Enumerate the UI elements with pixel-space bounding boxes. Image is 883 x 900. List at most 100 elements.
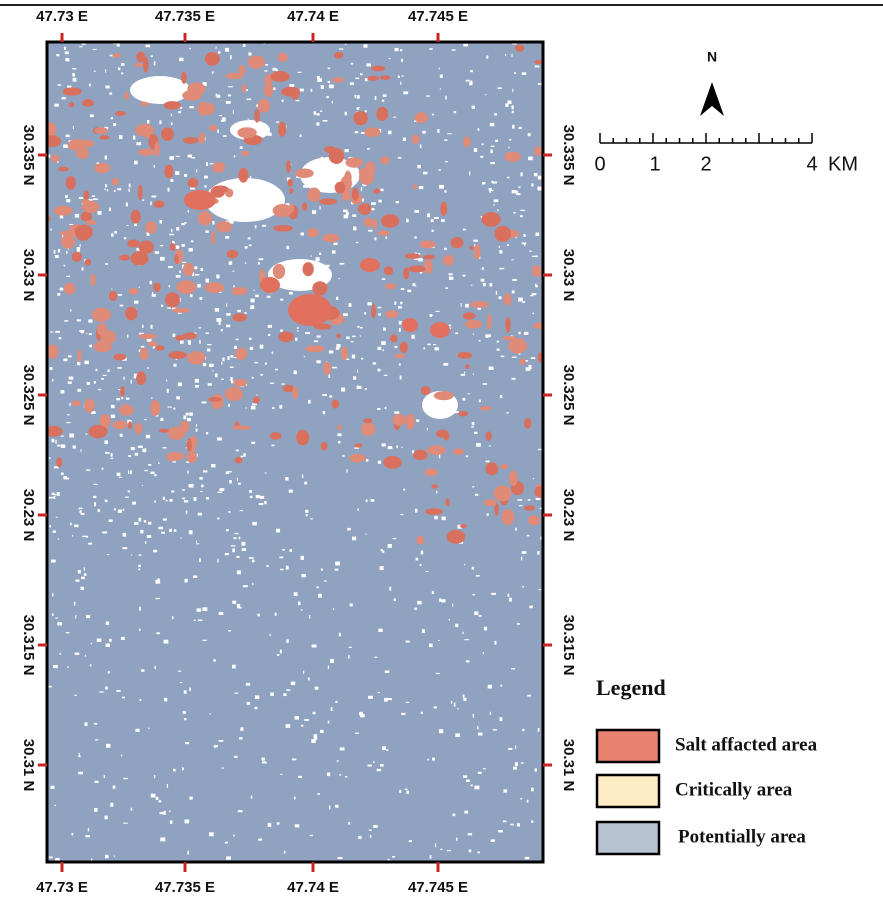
speckle bbox=[189, 796, 193, 800]
speckle bbox=[498, 245, 500, 248]
speckle bbox=[78, 46, 83, 48]
speckle bbox=[60, 390, 65, 394]
speckle bbox=[399, 789, 402, 793]
speckle bbox=[226, 324, 231, 328]
speckle bbox=[316, 335, 321, 338]
speckle bbox=[398, 320, 402, 325]
salt-patch bbox=[531, 264, 542, 278]
speckle bbox=[218, 612, 224, 615]
speckle bbox=[285, 724, 291, 728]
speckle bbox=[299, 134, 302, 137]
salt-patch bbox=[458, 410, 469, 417]
speckle bbox=[422, 171, 428, 175]
bottom-label: 47.735 E bbox=[155, 879, 215, 896]
speckle bbox=[451, 49, 456, 51]
speckle bbox=[514, 762, 518, 767]
speckle bbox=[144, 469, 148, 472]
speckle bbox=[379, 566, 384, 570]
speckle bbox=[438, 598, 442, 602]
speckle bbox=[315, 257, 320, 262]
speckle bbox=[352, 335, 356, 338]
speckle bbox=[486, 513, 489, 516]
speckle bbox=[518, 297, 524, 302]
salt-patch bbox=[462, 312, 476, 320]
speckle bbox=[232, 270, 235, 272]
speckle bbox=[521, 72, 527, 75]
speckle bbox=[229, 480, 232, 484]
speckle bbox=[411, 334, 415, 339]
salt-patch bbox=[187, 351, 206, 365]
speckle bbox=[495, 139, 499, 142]
speckle bbox=[522, 728, 525, 732]
salt-patch bbox=[515, 44, 525, 52]
salt-patch bbox=[226, 249, 239, 259]
speckle bbox=[182, 767, 185, 770]
speckle bbox=[169, 233, 175, 236]
speckle bbox=[122, 547, 128, 550]
speckle bbox=[274, 368, 278, 371]
speckle bbox=[74, 652, 80, 655]
speckle bbox=[66, 198, 71, 203]
speckle bbox=[414, 508, 418, 513]
speckle bbox=[182, 711, 186, 714]
speckle bbox=[130, 446, 135, 451]
speckle bbox=[53, 493, 57, 496]
speckle bbox=[271, 351, 274, 354]
speckle bbox=[523, 234, 526, 237]
speckle bbox=[70, 309, 72, 312]
speckle bbox=[245, 407, 247, 409]
speckle bbox=[346, 336, 350, 340]
speckle bbox=[478, 399, 481, 403]
speckle bbox=[79, 330, 82, 332]
speckle bbox=[472, 373, 474, 375]
speckle bbox=[327, 665, 330, 670]
speckle bbox=[145, 434, 151, 439]
speckle bbox=[486, 55, 489, 59]
speckle bbox=[387, 858, 390, 861]
speckle bbox=[60, 444, 66, 448]
speckle bbox=[128, 188, 130, 193]
speckle bbox=[250, 298, 255, 303]
salt-patch bbox=[336, 333, 341, 339]
speckle bbox=[316, 113, 320, 116]
speckle bbox=[374, 96, 377, 100]
speckle bbox=[249, 490, 252, 493]
salt-patch bbox=[301, 202, 308, 211]
salt-patch bbox=[136, 371, 147, 386]
salt-patch bbox=[130, 251, 149, 266]
speckle bbox=[55, 330, 60, 333]
speckle bbox=[405, 640, 410, 643]
speckle bbox=[172, 616, 174, 620]
speckle bbox=[95, 368, 98, 372]
speckle bbox=[380, 549, 383, 552]
speckle bbox=[267, 132, 272, 136]
speckle bbox=[132, 135, 136, 140]
speckle bbox=[220, 328, 223, 332]
speckle bbox=[153, 549, 158, 553]
right-label: 30.315 N bbox=[560, 615, 577, 676]
speckle bbox=[215, 46, 217, 49]
speckle bbox=[537, 175, 542, 180]
speckle bbox=[529, 605, 533, 609]
speckle bbox=[69, 433, 75, 438]
speckle bbox=[470, 284, 473, 286]
salt-patch bbox=[112, 53, 122, 58]
speckle bbox=[494, 113, 497, 116]
speckle bbox=[359, 326, 363, 329]
speckle bbox=[185, 412, 189, 416]
salt-patch bbox=[430, 322, 450, 338]
salt-patch bbox=[302, 262, 314, 277]
speckle bbox=[151, 195, 157, 198]
speckle bbox=[321, 568, 323, 571]
salt-patch bbox=[372, 218, 378, 230]
speckle bbox=[252, 403, 257, 405]
salt-patch bbox=[392, 413, 407, 426]
speckle bbox=[463, 775, 468, 778]
speckle bbox=[369, 207, 375, 211]
speckle bbox=[217, 517, 220, 520]
speckle bbox=[202, 639, 207, 641]
salt-patch bbox=[413, 449, 428, 461]
speckle bbox=[532, 477, 534, 480]
speckle bbox=[320, 156, 323, 158]
speckle bbox=[187, 210, 190, 213]
